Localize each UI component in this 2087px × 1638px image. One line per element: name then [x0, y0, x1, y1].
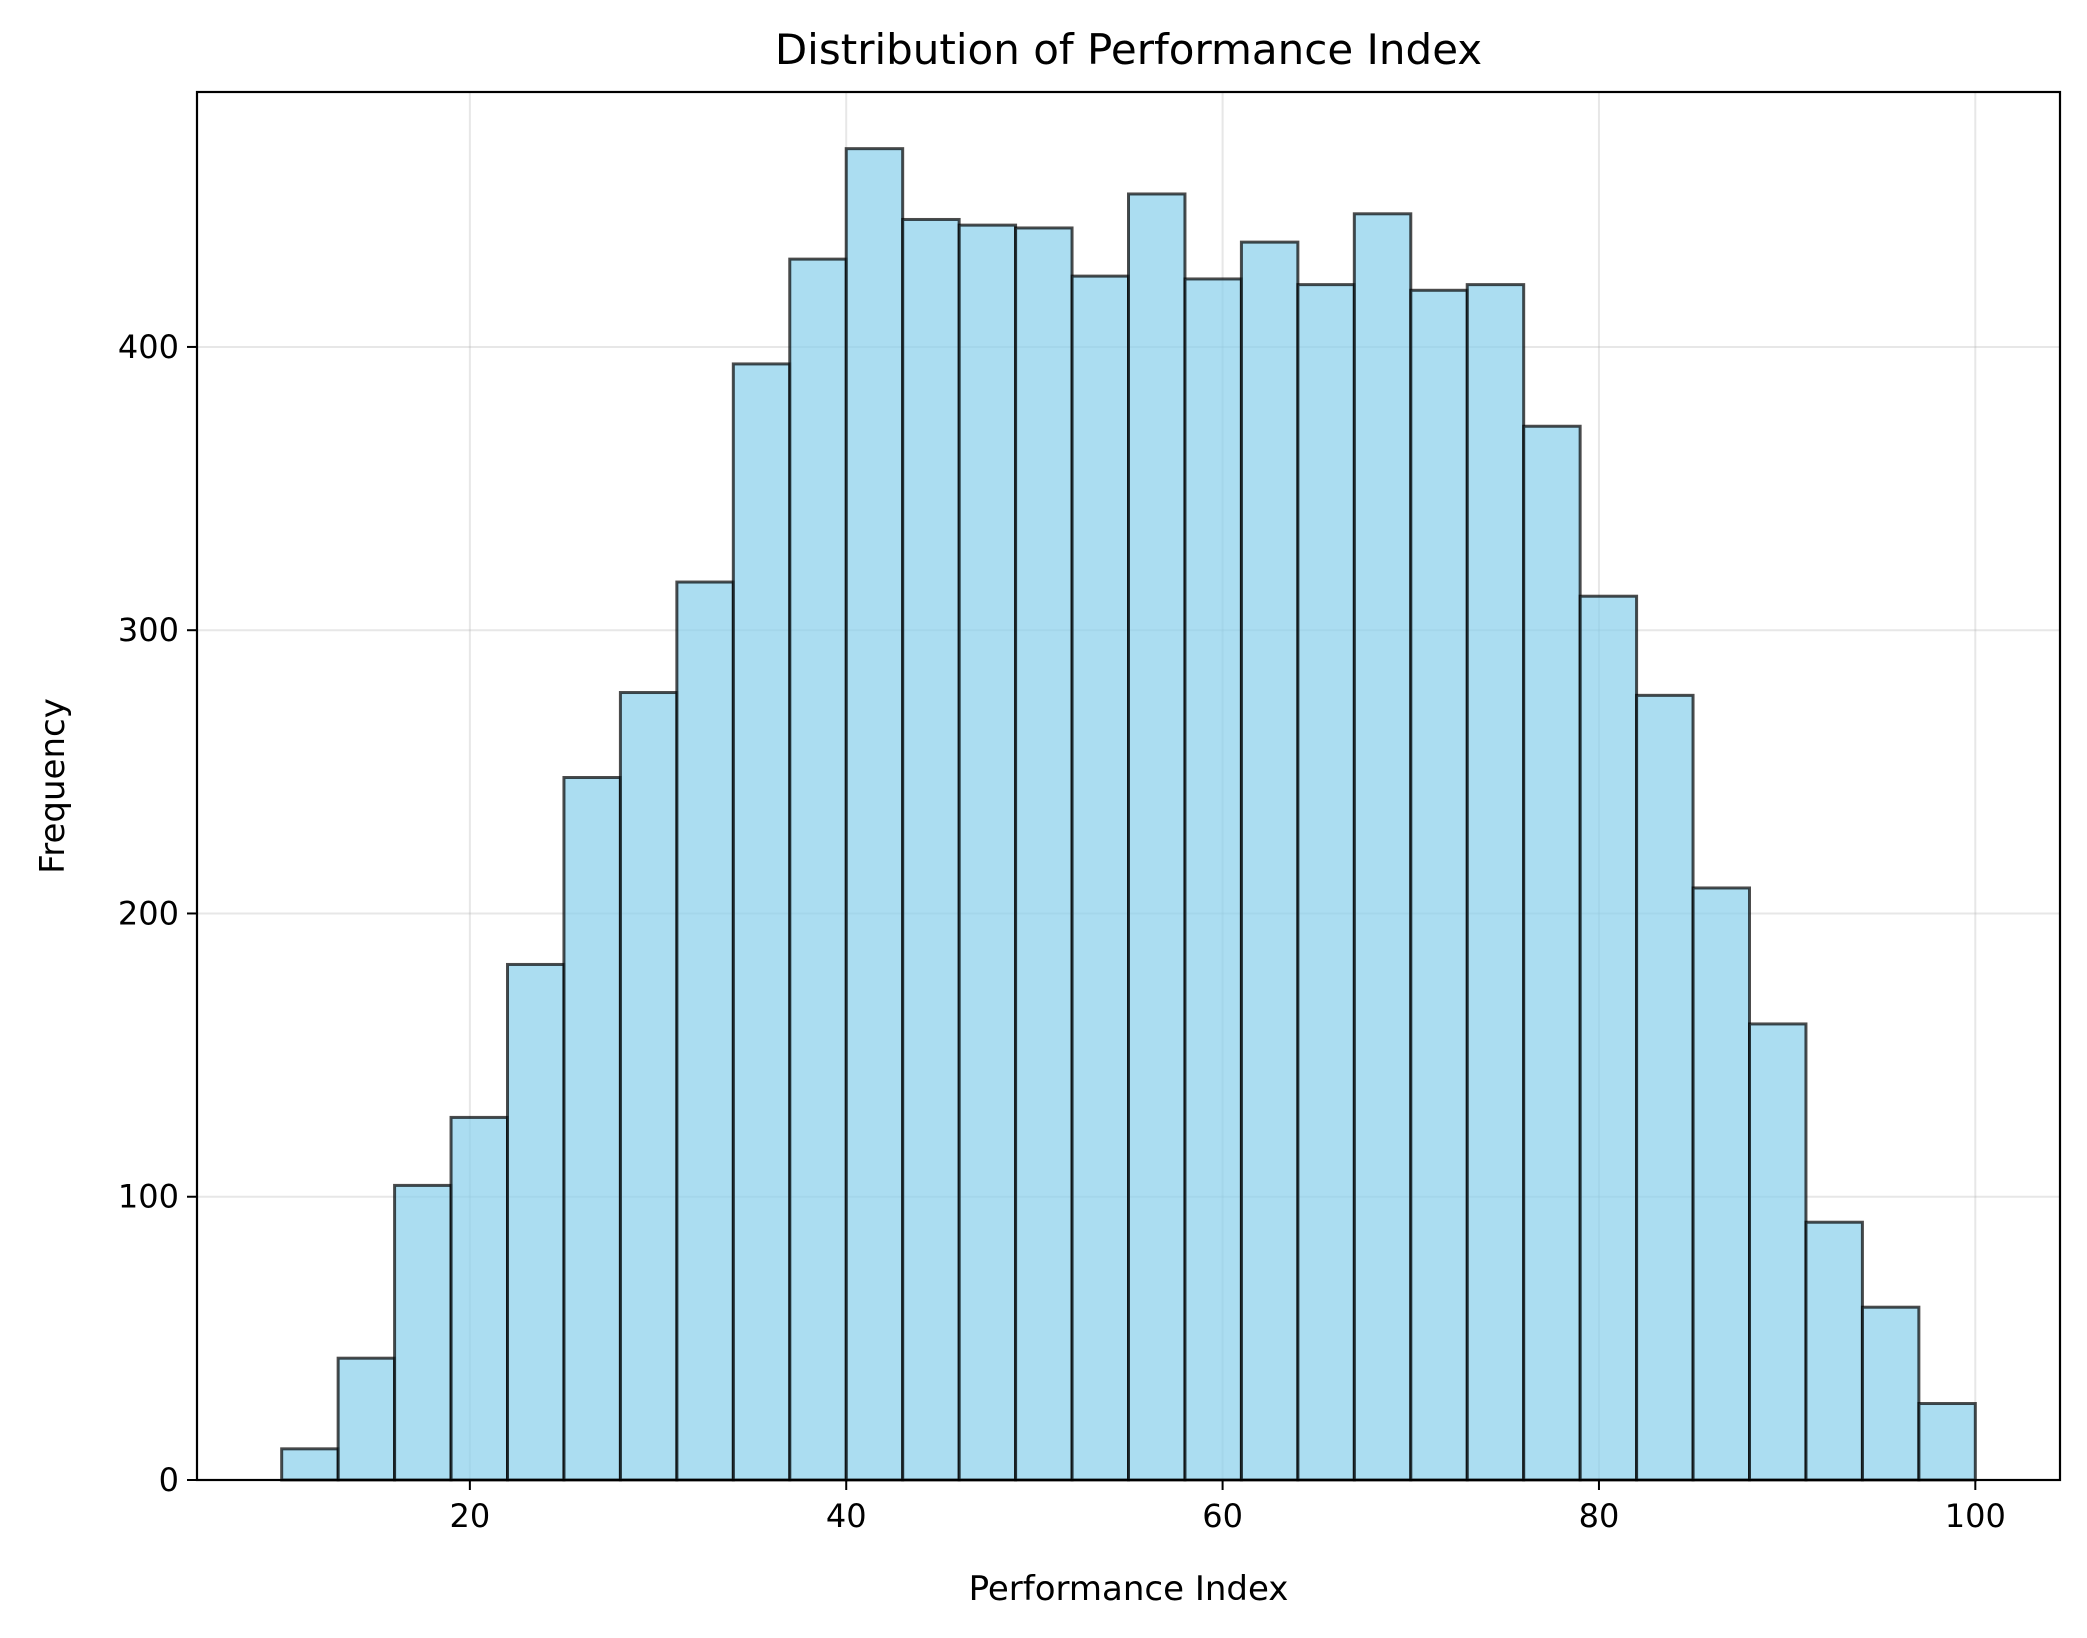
- histogram-bar: [1296, 283, 1356, 1482]
- histogram-bar: [1014, 226, 1074, 1482]
- histogram-bar: [506, 962, 566, 1482]
- histogram-bar: [1409, 288, 1469, 1482]
- histogram-bar: [1635, 693, 1695, 1482]
- histogram-bar: [1127, 192, 1187, 1482]
- histogram-bar: [336, 1356, 397, 1482]
- x-tick-label: 80: [1579, 1497, 1620, 1535]
- histogram-bar: [280, 1447, 340, 1482]
- histogram-bar: [1465, 283, 1526, 1482]
- histogram-bar: [1522, 424, 1582, 1482]
- y-tick-label: 300: [118, 611, 179, 649]
- x-axis-ticks: 20 40 60 80 100: [450, 1480, 2006, 1535]
- histogram-bar: [1860, 1305, 1921, 1482]
- histogram-bar: [788, 257, 848, 1482]
- x-tick-label: 60: [1202, 1497, 1243, 1535]
- histogram-bar: [1239, 240, 1300, 1482]
- y-axis-ticks: 0 100 200 300 400: [118, 328, 197, 1499]
- y-tick-label: 100: [118, 1178, 179, 1216]
- histogram-bar: [731, 362, 792, 1482]
- histogram-bar: [1748, 1022, 1808, 1482]
- y-tick-label: 0: [159, 1461, 179, 1499]
- histogram-bar: [1917, 1402, 1977, 1482]
- histogram-bar: [1352, 212, 1413, 1482]
- histogram-bar: [1183, 277, 1243, 1482]
- x-tick-label: 20: [450, 1497, 491, 1535]
- histogram-bar: [1691, 886, 1751, 1482]
- histogram-bar: [901, 217, 961, 1482]
- histogram-bar: [1804, 1220, 1864, 1482]
- y-tick-label: 200: [118, 894, 179, 932]
- y-axis-label: Frequency: [33, 698, 73, 874]
- histogram-bar: [618, 691, 679, 1482]
- histogram-bar: [449, 1115, 509, 1482]
- y-tick-label: 400: [118, 328, 179, 366]
- histogram-bars: [280, 147, 1977, 1482]
- histogram-bar: [675, 580, 735, 1482]
- histogram-bar: [562, 776, 622, 1482]
- chart-title: Distribution of Performance Index: [775, 25, 1482, 74]
- histogram-bar: [844, 147, 905, 1482]
- histogram-bar: [1578, 594, 1639, 1482]
- plot-frame: [195, 90, 2062, 1482]
- histogram-bar: [957, 223, 1018, 1482]
- histogram-bar: [1070, 274, 1130, 1482]
- x-tick-label: 100: [1945, 1497, 2006, 1535]
- histogram-bar: [393, 1183, 453, 1482]
- x-tick-label: 40: [826, 1497, 867, 1535]
- x-axis-label: Performance Index: [969, 1569, 1289, 1609]
